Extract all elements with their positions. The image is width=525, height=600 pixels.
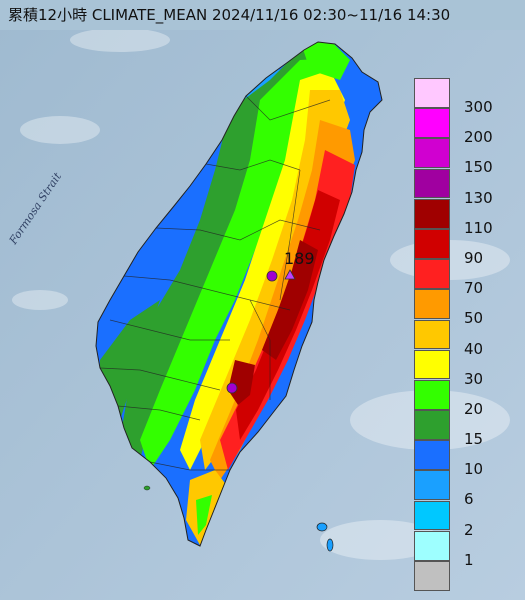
legend-label: 40 [464,339,484,358]
legend-label: 90 [464,248,484,267]
taiwan-island [96,42,382,546]
legend-label: 150 [464,158,493,177]
legend-swatch [414,108,450,138]
legend-label: 50 [464,309,484,328]
map-title: 累積12小時 CLIMATE_MEAN 2024/11/16 02:30~11/… [8,6,451,24]
legend-swatch [414,500,450,531]
legend-label: 130 [464,188,493,207]
legend-label: 30 [464,369,484,388]
legend-label: 70 [464,279,484,298]
max-station-marker [266,270,278,282]
title-bar-background [0,0,525,30]
max-station-triangle-icon [284,269,296,280]
legend-swatch [414,319,450,350]
legend-label: 2 [464,520,474,539]
legend-label: 200 [464,128,493,147]
legend-row: 70 [412,259,509,296]
legend-row: 30 [412,349,509,386]
legend-row: 2 [412,500,509,537]
legend-swatch [414,561,450,591]
legend-swatch [414,168,450,199]
legend-swatch [414,228,450,259]
legend-label: 110 [464,218,493,237]
legend-row: 300 [412,78,509,115]
legend-label: 6 [464,490,474,509]
legend-row: 10 [412,440,509,477]
green-island [316,522,328,532]
legend-swatch [414,259,450,289]
county-boundaries [99,95,331,471]
legend-label: 300 [464,98,493,116]
legend-row: 20 [412,379,509,416]
legend-swatch [414,440,450,471]
legend-swatch [414,379,450,410]
legend-swatch [414,289,450,320]
legend-row: 110 [412,198,509,235]
legend-swatch [414,78,450,108]
legend-swatch [414,349,450,380]
legend-row: 130 [412,168,509,205]
legend-swatch [414,470,450,501]
legend-row: 40 [412,319,509,356]
legend-row: 15 [412,410,509,447]
legend-row: 1 [412,530,509,567]
max-value-label: 189 [284,249,315,268]
legend-row: 90 [412,228,509,265]
legend-label: 20 [464,399,484,418]
cloud-texture [12,28,510,560]
legend-swatch [414,138,450,169]
legend-row [412,561,509,591]
rainfall-legend: 300 200 150 130 110 90 70 50 40 30 20 15 10 6 2 1 [412,78,509,591]
legend-row: 150 [412,138,509,175]
legend-swatch [414,530,450,561]
orchid-island [326,538,334,552]
legend-row: 200 [412,108,509,145]
legend-label: 1 [464,550,474,569]
legend-row: 50 [412,289,509,326]
station-marker [226,382,238,394]
legend-row: 6 [412,470,509,507]
liuqiu-island [143,485,151,491]
legend-swatch [414,410,450,440]
legend-label: 15 [464,430,484,449]
legend-swatch [414,198,450,229]
legend-label: 10 [464,460,484,479]
